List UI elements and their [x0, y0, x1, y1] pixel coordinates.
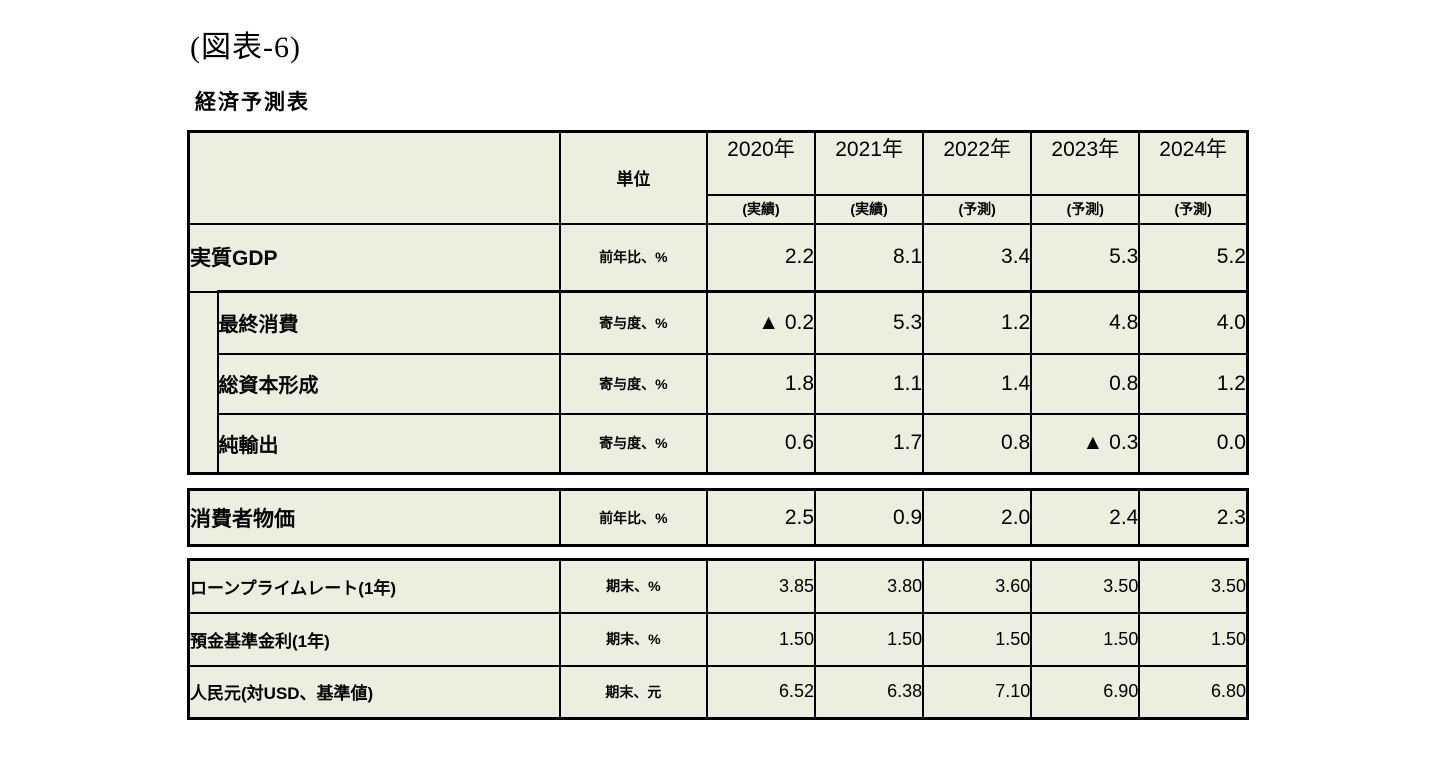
value-cell: 5.3: [1030, 222, 1141, 293]
value-cell: 1.2: [1138, 352, 1249, 415]
table-row: ローンプライムレート(1年) 期末、% 3.85 3.80 3.60 3.50 …: [187, 558, 1249, 614]
table-row: 実質GDP 前年比、% 2.2 8.1 3.4 5.3 5.2: [187, 222, 1249, 293]
table-row: 預金基準金利(1年) 期末、% 1.50 1.50 1.50 1.50 1.50: [187, 611, 1249, 667]
status-header: (予測): [922, 193, 1033, 225]
value-cell: 1.8: [705, 352, 817, 415]
unit-column-header: 単位: [558, 130, 708, 225]
value-cell: ▲ 0.2: [705, 290, 817, 355]
value-cell: 5.2: [1138, 222, 1249, 293]
row-label-deposit-base-rate: 預金基準金利(1年): [187, 611, 561, 667]
table-row: 総資本形成 寄与度、% 1.8 1.1 1.4 0.8 1.2: [189, 352, 1249, 415]
unit-cell: 期末、%: [558, 611, 708, 667]
value-cell: 3.4: [922, 222, 1033, 293]
value-cell: 7.10: [922, 664, 1033, 720]
value-cell: 0.8: [1030, 352, 1141, 415]
unit-cell: 前年比、%: [558, 488, 708, 547]
value-cell: 3.80: [814, 558, 925, 614]
year-header: 2024年: [1138, 130, 1249, 196]
status-header: (予測): [1138, 193, 1249, 225]
value-cell: 2.4: [1030, 488, 1141, 547]
table-row: 最終消費 寄与度、% ▲ 0.2 5.3 1.2 4.8 4.0: [187, 290, 1249, 475]
value-cell: 0.9: [814, 488, 925, 547]
row-label-capital-formation: 総資本形成: [216, 352, 561, 415]
unit-cell: 寄与度、%: [558, 290, 708, 355]
row-label-real-gdp: 実質GDP: [187, 222, 561, 293]
value-cell: 3.50: [1138, 558, 1249, 614]
value-cell: 8.1: [814, 222, 925, 293]
gdp-forecast-table: 単位 2020年 2021年 2022年 2023年 2024年 (実績) (実…: [187, 130, 1249, 475]
unit-cell: 期末、元: [558, 664, 708, 720]
value-cell: 6.38: [814, 664, 925, 720]
unit-cell: 期末、%: [558, 558, 708, 614]
value-cell: 4.8: [1030, 290, 1141, 355]
year-header: 2022年: [922, 130, 1033, 196]
value-cell: 2.5: [705, 488, 817, 547]
value-cell: 5.3: [814, 290, 925, 355]
value-cell: ▲ 0.3: [1030, 412, 1141, 475]
row-label-net-exports: 純輸出: [216, 412, 561, 475]
header-corner-cell: [187, 130, 561, 225]
value-cell: 4.0: [1138, 290, 1249, 355]
unit-cell: 寄与度、%: [558, 352, 708, 415]
table-row: (実績) (実績) (予測) (予測) (予測): [189, 193, 1249, 225]
row-label-consumer-prices: 消費者物価: [187, 488, 561, 547]
value-cell: 1.2: [922, 290, 1033, 355]
row-label-renminbi-usd: 人民元(対USD、基準値): [187, 664, 561, 720]
row-label-final-consumption: 最終消費: [216, 290, 561, 355]
value-cell: 6.80: [1138, 664, 1249, 720]
year-header: 2021年: [814, 130, 925, 196]
row-label-loan-prime-rate: ローンプライムレート(1年): [187, 558, 561, 614]
value-cell: 3.60: [922, 558, 1033, 614]
value-cell: 3.50: [1030, 558, 1141, 614]
value-cell: 2.0: [922, 488, 1033, 547]
value-cell: 1.50: [705, 611, 817, 667]
value-cell: 0.6: [705, 412, 817, 475]
value-cell: 6.52: [705, 664, 817, 720]
value-cell: 1.1: [814, 352, 925, 415]
value-cell: 0.0: [1138, 412, 1249, 475]
indent-strip: [187, 290, 219, 475]
value-cell: 0.8: [922, 412, 1033, 475]
unit-cell: 寄与度、%: [558, 412, 708, 475]
table-row: 単位 2020年 2021年 2022年 2023年 2024年: [187, 130, 1249, 225]
value-cell: 2.3: [1138, 488, 1249, 547]
value-cell: 1.50: [1138, 611, 1249, 667]
table-row: 消費者物価 前年比、% 2.5 0.9 2.0 2.4 2.3: [187, 488, 1249, 547]
cpi-table: 消費者物価 前年比、% 2.5 0.9 2.0 2.4 2.3: [187, 488, 1249, 547]
rates-table: ローンプライムレート(1年) 期末、% 3.85 3.80 3.60 3.50 …: [187, 558, 1249, 720]
table-row: 純輸出 寄与度、% 0.6 1.7 0.8 ▲ 0.3 0.0: [189, 412, 1249, 475]
value-cell: 2.2: [705, 222, 817, 293]
value-cell: 1.4: [922, 352, 1033, 415]
page-title: 経済予測表: [195, 91, 310, 114]
value-cell: 1.50: [814, 611, 925, 667]
status-header: (実績): [705, 193, 817, 225]
value-cell: 1.50: [1030, 611, 1141, 667]
figure-label: (図表-6): [190, 31, 301, 64]
status-header: (予測): [1030, 193, 1141, 225]
value-cell: 6.90: [1030, 664, 1141, 720]
value-cell: 1.50: [922, 611, 1033, 667]
year-header: 2020年: [705, 130, 817, 196]
value-cell: 1.7: [814, 412, 925, 475]
status-header: (実績): [814, 193, 925, 225]
table-row: 人民元(対USD、基準値) 期末、元 6.52 6.38 7.10 6.90 6…: [187, 664, 1249, 720]
year-header: 2023年: [1030, 130, 1141, 196]
unit-cell: 前年比、%: [558, 222, 708, 293]
value-cell: 3.85: [705, 558, 817, 614]
